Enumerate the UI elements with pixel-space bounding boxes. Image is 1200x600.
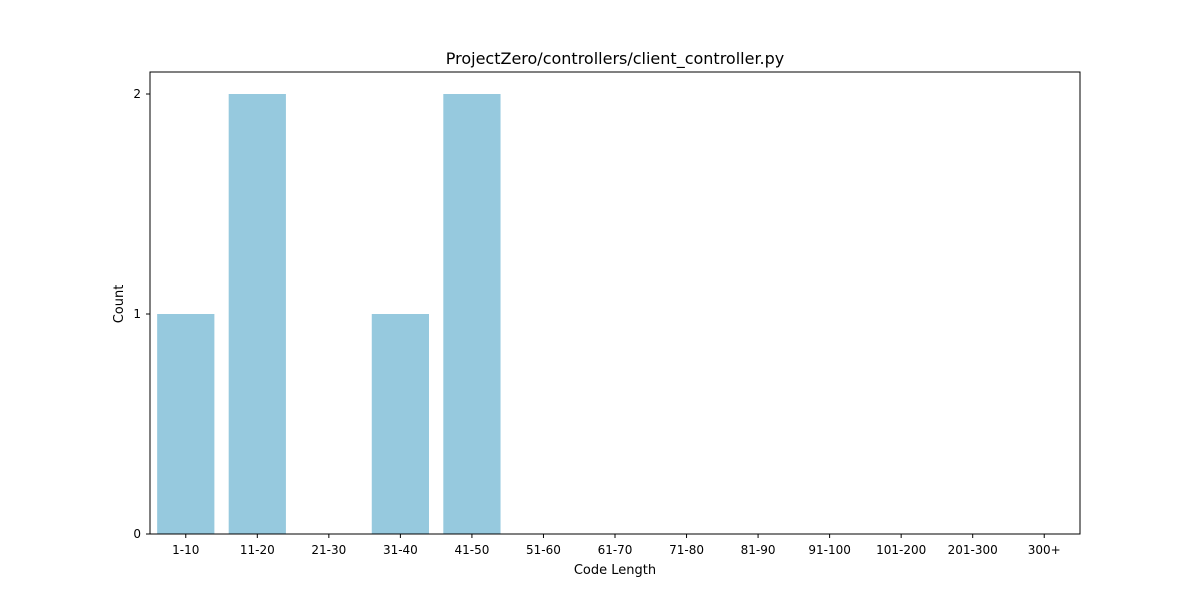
- y-axis-label: Count: [112, 285, 127, 324]
- x-tick-label: 61-70: [598, 543, 633, 557]
- bar-1-10: [157, 314, 215, 534]
- bars-group: [157, 94, 501, 534]
- y-tick-label: 0: [133, 527, 141, 541]
- x-tick-label: 81-90: [741, 543, 776, 557]
- x-tick-label: 71-80: [669, 543, 704, 557]
- bar-11-20: [228, 94, 286, 534]
- x-tick-label: 201-300: [948, 543, 998, 557]
- plot-area-frame: [149, 71, 1081, 535]
- bar-31-40: [371, 314, 429, 534]
- y-tick-label: 2: [133, 87, 141, 101]
- x-axis-label: Code Length: [574, 563, 656, 578]
- x-axis-ticks: 1-10 11-20 21-30 31-40 41-50 51-60 61-70 71-80 8…: [172, 534, 1061, 557]
- x-tick-label: 1-10: [172, 543, 199, 557]
- bar-41-50: [443, 94, 501, 534]
- y-tick-label: 1: [133, 307, 141, 321]
- y-axis-ticks: 0 1 2: [133, 87, 150, 541]
- x-tick-label: 51-60: [526, 543, 561, 557]
- x-tick-label: 21-30: [311, 543, 346, 557]
- x-tick-label: 31-40: [383, 543, 418, 557]
- x-tick-label: 300+: [1028, 543, 1061, 557]
- x-tick-label: 101-200: [876, 543, 926, 557]
- x-tick-label: 91-100: [808, 543, 851, 557]
- chart-title: ProjectZero/controllers/client_controlle…: [446, 49, 785, 69]
- x-tick-label: 41-50: [454, 543, 489, 557]
- x-tick-label: 11-20: [240, 543, 275, 557]
